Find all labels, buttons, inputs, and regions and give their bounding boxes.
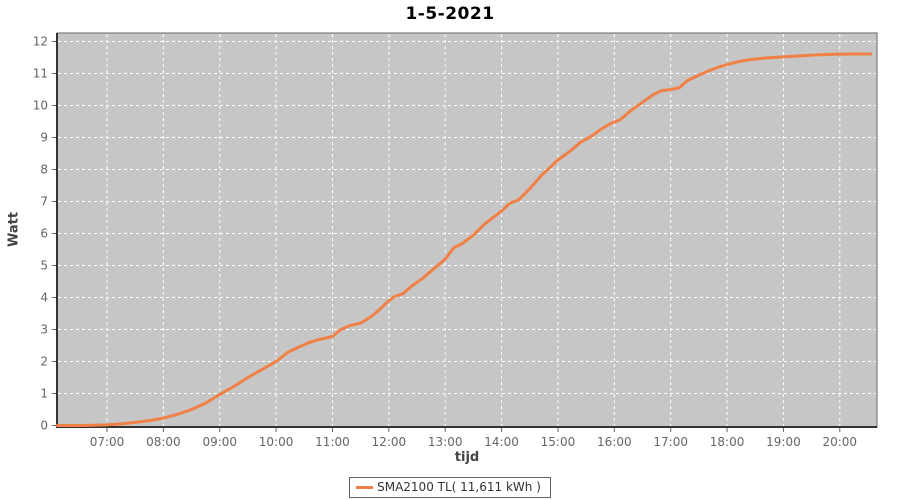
y-tick-label: 4	[40, 291, 48, 305]
x-tick-label: 16:00	[597, 435, 632, 449]
x-tick-label: 08:00	[146, 435, 181, 449]
y-tick-label: 10	[33, 99, 48, 113]
x-tick-label: 17:00	[653, 435, 688, 449]
x-tick-label: 18:00	[710, 435, 745, 449]
plot-background	[56, 32, 878, 428]
x-tick-label: 13:00	[428, 435, 463, 449]
legend-box: SMA2100 TL( 11,611 kWh )	[349, 477, 551, 498]
x-tick-label: 19:00	[766, 435, 801, 449]
x-tick-label: 09:00	[202, 435, 237, 449]
y-axis-title: Watt	[6, 211, 22, 248]
x-axis-title: tijd	[454, 450, 480, 465]
x-tick-label: 14:00	[484, 435, 519, 449]
y-tick-label: 11	[33, 67, 48, 81]
legend: SMA2100 TL( 11,611 kWh )	[0, 477, 900, 498]
chart-title: 1-5-2021	[405, 4, 495, 24]
y-tick-label: 0	[40, 419, 48, 433]
y-tick-label: 7	[40, 195, 48, 209]
x-tick-label: 12:00	[372, 435, 407, 449]
legend-series-label: SMA2100 TL( 11,611 kWh )	[377, 480, 541, 494]
y-tick-label: 2	[40, 355, 48, 369]
y-tick-label: 12	[33, 35, 48, 49]
y-tick-label: 3	[40, 323, 48, 337]
y-tick-label: 9	[40, 131, 48, 145]
y-tick-label: 5	[40, 259, 48, 273]
x-tick-label: 10:00	[259, 435, 294, 449]
series-line-swatch-icon	[356, 485, 374, 489]
y-tick-label: 1	[40, 387, 48, 401]
y-tick-label: 6	[40, 227, 48, 241]
x-tick-label: 20:00	[822, 435, 857, 449]
y-tick-label: 8	[40, 163, 48, 177]
series-line	[55, 52, 873, 427]
x-tick-label: 11:00	[315, 435, 350, 449]
x-tick-label: 15:00	[541, 435, 576, 449]
x-tick-label: 07:00	[90, 435, 125, 449]
